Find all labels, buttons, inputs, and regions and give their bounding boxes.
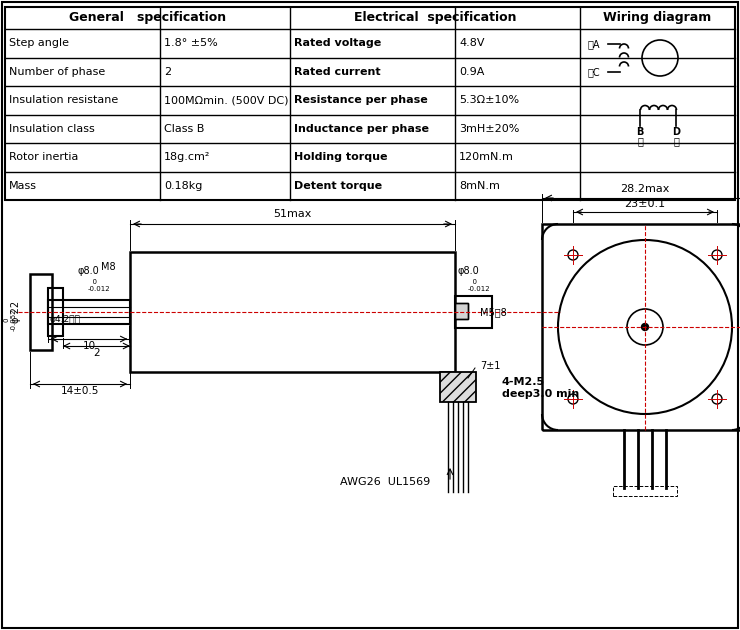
Text: Rated current: Rated current bbox=[294, 67, 380, 77]
Text: 8mN.m: 8mN.m bbox=[459, 181, 500, 191]
Text: Holding torque: Holding torque bbox=[294, 152, 388, 163]
Text: 120mN.m: 120mN.m bbox=[459, 152, 514, 163]
Text: 黄: 黄 bbox=[637, 136, 643, 146]
Text: 4-M2.5: 4-M2.5 bbox=[502, 377, 545, 387]
Text: Rotor inertia: Rotor inertia bbox=[9, 152, 78, 163]
Text: 0
-0.052: 0 -0.052 bbox=[4, 309, 16, 331]
Text: φ 22: φ 22 bbox=[11, 301, 21, 323]
Text: φ8.0: φ8.0 bbox=[77, 266, 99, 276]
Text: 0
-0.012: 0 -0.012 bbox=[468, 279, 491, 292]
Bar bbox=[542, 224, 740, 430]
Bar bbox=[455, 296, 492, 328]
Text: Electrical  specification: Electrical specification bbox=[354, 11, 517, 25]
Bar bbox=[440, 372, 476, 402]
Text: Mass: Mass bbox=[9, 181, 37, 191]
Text: 51max: 51max bbox=[273, 209, 312, 219]
Text: Number of phase: Number of phase bbox=[9, 67, 105, 77]
Text: 2: 2 bbox=[164, 67, 171, 77]
Text: 5.3Ω±10%: 5.3Ω±10% bbox=[459, 95, 519, 105]
Bar bbox=[48, 288, 63, 336]
Text: Step angle: Step angle bbox=[9, 38, 69, 49]
Text: B: B bbox=[636, 127, 644, 137]
Bar bbox=[455, 303, 468, 319]
Text: 0.18kg: 0.18kg bbox=[164, 181, 202, 191]
Text: deep3.0 min: deep3.0 min bbox=[502, 389, 579, 399]
Bar bbox=[48, 300, 130, 324]
Text: Detent torque: Detent torque bbox=[294, 181, 382, 191]
Text: 100MΩmin. (500V DC): 100MΩmin. (500V DC) bbox=[164, 95, 289, 105]
Bar bbox=[613, 486, 677, 496]
Text: 0.9A: 0.9A bbox=[459, 67, 485, 77]
Text: M5深8: M5深8 bbox=[480, 307, 507, 317]
Text: φ4.2通孔: φ4.2通孔 bbox=[50, 314, 81, 323]
Bar bbox=[5, 7, 735, 200]
Text: Class B: Class B bbox=[164, 123, 204, 134]
Text: 7±1: 7±1 bbox=[480, 361, 500, 371]
Text: 0
-0.012: 0 -0.012 bbox=[88, 279, 110, 292]
Text: Rated voltage: Rated voltage bbox=[294, 38, 381, 49]
Text: 橙: 橙 bbox=[673, 136, 679, 146]
Text: 14±0.5: 14±0.5 bbox=[61, 386, 99, 396]
Bar bbox=[455, 303, 468, 319]
Bar bbox=[130, 252, 455, 372]
Text: D: D bbox=[672, 127, 680, 137]
Bar bbox=[30, 274, 52, 350]
Text: Wiring diagram: Wiring diagram bbox=[603, 11, 712, 25]
Text: 红A: 红A bbox=[588, 39, 600, 49]
Text: 18g.cm²: 18g.cm² bbox=[164, 152, 210, 163]
Text: 3mH±20%: 3mH±20% bbox=[459, 123, 519, 134]
Text: 28.2max: 28.2max bbox=[620, 184, 670, 194]
Text: 4.8V: 4.8V bbox=[459, 38, 485, 49]
Text: AWG26  UL1569: AWG26 UL1569 bbox=[340, 477, 430, 487]
Text: M8: M8 bbox=[101, 262, 115, 272]
Text: 1.8° ±5%: 1.8° ±5% bbox=[164, 38, 218, 49]
Circle shape bbox=[642, 323, 648, 331]
Text: 23±0.1: 23±0.1 bbox=[625, 199, 665, 209]
Text: 10: 10 bbox=[82, 341, 95, 351]
Text: 棕C: 棕C bbox=[588, 67, 601, 77]
Text: Inductance per phase: Inductance per phase bbox=[294, 123, 429, 134]
Text: 2: 2 bbox=[93, 348, 100, 358]
Text: φ8.0: φ8.0 bbox=[457, 266, 479, 276]
Text: General   specification: General specification bbox=[69, 11, 226, 25]
Text: Insulation resistane: Insulation resistane bbox=[9, 95, 118, 105]
Text: Insulation class: Insulation class bbox=[9, 123, 95, 134]
Text: Resistance per phase: Resistance per phase bbox=[294, 95, 428, 105]
